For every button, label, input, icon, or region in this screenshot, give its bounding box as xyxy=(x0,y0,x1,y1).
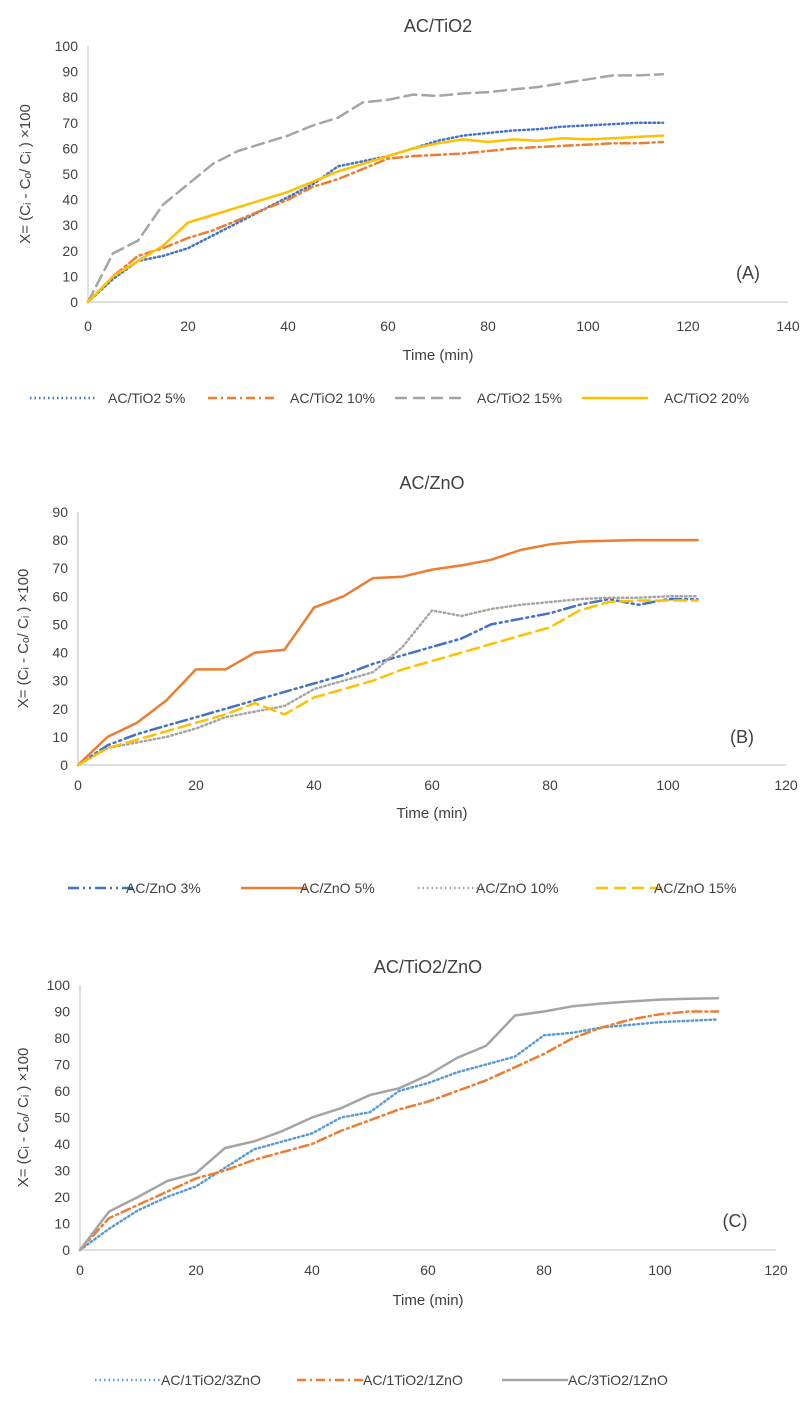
x-axis-label: Time (min) xyxy=(402,347,473,364)
x-tick-label: 100 xyxy=(648,1262,672,1278)
x-tick-label: 40 xyxy=(280,318,296,334)
y-tick-label: 30 xyxy=(62,217,78,233)
legend-label: AC/1TiO2/3ZnO xyxy=(161,1372,261,1388)
legend-label: AC/1TiO2/1ZnO xyxy=(363,1372,463,1388)
series-line-4 xyxy=(76,599,699,767)
y-tick-label: 90 xyxy=(62,64,78,80)
x-tick-label: 140 xyxy=(776,318,800,334)
legend-label: AC/3TiO2/1ZnO xyxy=(568,1372,668,1388)
y-tick-label: 80 xyxy=(54,1030,70,1046)
y-tick-label: 10 xyxy=(54,1216,70,1232)
y-tick-label: 70 xyxy=(62,115,78,131)
series-line-3 xyxy=(76,595,699,767)
series-line-1 xyxy=(76,597,699,767)
series-line-1 xyxy=(78,1018,720,1252)
chart-a-svg: AC/TiO2 0 10 20 30 40 50 60 70 80 90 100 0 20 40 60 80 10… xyxy=(17,16,800,406)
y-tick-label: 10 xyxy=(62,268,78,284)
legend-label: AC/TiO2 10% xyxy=(290,390,375,406)
x-tick-label: 120 xyxy=(764,1262,788,1278)
y-tick-label: 30 xyxy=(52,673,68,689)
x-tick-label: 0 xyxy=(76,1262,84,1278)
x-tick-label: 20 xyxy=(180,318,196,334)
x-tick-label: 120 xyxy=(774,777,798,793)
y-tick-label: 60 xyxy=(54,1083,70,1099)
x-tick-label: 0 xyxy=(84,318,92,334)
y-tick-label: 0 xyxy=(60,757,68,773)
chart-title: AC/ZnO xyxy=(399,473,464,493)
chart-title: AC/TiO2/ZnO xyxy=(374,957,482,977)
y-tick-label: 40 xyxy=(54,1136,70,1152)
series-line-3 xyxy=(86,72,665,304)
x-tick-label: 80 xyxy=(542,777,558,793)
y-tick-label: 50 xyxy=(62,166,78,182)
x-tick-label: 80 xyxy=(480,318,496,334)
x-tick-label: 120 xyxy=(676,318,700,334)
y-tick-label: 90 xyxy=(52,504,68,520)
chart-title: AC/TiO2 xyxy=(404,16,472,36)
chart-panel-c: AC/TiO2/ZnO 0 10 20 30 40 50 60 70 80 90 100 0 20 40 60… xyxy=(0,955,802,1400)
y-tick-label: 40 xyxy=(62,192,78,208)
chart-panel-a: AC/TiO2 0 10 20 30 40 50 60 70 80 90 100 0 20 40 60 80 10… xyxy=(0,0,802,430)
x-tick-label: 40 xyxy=(304,1262,320,1278)
legend-label: AC/ZnO 15% xyxy=(654,880,736,896)
y-tick-label: 80 xyxy=(52,532,68,548)
legend-label: AC/ZnO 5% xyxy=(300,880,375,896)
y-tick-label: 20 xyxy=(62,243,78,259)
x-axis-label: Time (min) xyxy=(392,1292,463,1309)
y-axis-label: X= (Cᵢ - Cₒ/ Cᵢ ) ×100 xyxy=(15,569,32,709)
legend-label: AC/ZnO 10% xyxy=(476,880,558,896)
panel-label: (C) xyxy=(723,1211,748,1231)
series-line-2 xyxy=(76,538,699,767)
series-line-3 xyxy=(78,997,720,1252)
legend-label: AC/TiO2 15% xyxy=(477,390,562,406)
x-tick-label: 100 xyxy=(656,777,680,793)
y-axis-label: X= (Cᵢ - Cₒ/ Cᵢ ) ×100 xyxy=(15,1048,32,1188)
y-tick-label: 90 xyxy=(54,1004,70,1020)
y-tick-label: 100 xyxy=(55,38,79,54)
y-tick-label: 40 xyxy=(52,645,68,661)
y-tick-label: 20 xyxy=(52,701,68,717)
y-tick-label: 60 xyxy=(62,140,78,156)
panel-label: (B) xyxy=(730,727,754,747)
y-tick-label: 100 xyxy=(47,977,71,993)
panel-label: (A) xyxy=(736,263,760,283)
y-tick-label: 30 xyxy=(54,1163,70,1179)
x-tick-label: 20 xyxy=(188,1262,204,1278)
chart-panel-b: AC/ZnO 0 10 20 30 40 50 60 70 80 90 0 20 40 60 80 100 120… xyxy=(0,460,802,905)
y-axis-label: X= (Cᵢ - Cₒ/ Cᵢ ) ×100 xyxy=(17,104,34,244)
x-tick-label: 80 xyxy=(536,1262,552,1278)
series-line-2 xyxy=(78,1010,720,1252)
legend-label: AC/TiO2 20% xyxy=(664,390,749,406)
x-tick-label: 60 xyxy=(380,318,396,334)
y-tick-label: 10 xyxy=(52,729,68,745)
series-line-2 xyxy=(86,140,665,304)
legend-label: AC/ZnO 3% xyxy=(126,880,201,896)
chart-c-svg: AC/TiO2/ZnO 0 10 20 30 40 50 60 70 80 90 100 0 20 40 60… xyxy=(15,957,788,1388)
x-tick-label: 40 xyxy=(306,777,322,793)
y-tick-label: 0 xyxy=(62,1242,70,1258)
y-tick-label: 20 xyxy=(54,1189,70,1205)
y-tick-label: 60 xyxy=(52,588,68,604)
legend-label: AC/TiO2 5% xyxy=(108,390,185,406)
series-line-1 xyxy=(86,121,665,304)
y-tick-label: 70 xyxy=(52,560,68,576)
y-tick-label: 50 xyxy=(52,616,68,632)
x-tick-label: 60 xyxy=(420,1262,436,1278)
chart-b-svg: AC/ZnO 0 10 20 30 40 50 60 70 80 90 0 20 40 60 80 100 120… xyxy=(15,473,798,896)
y-tick-label: 80 xyxy=(62,89,78,105)
series-line-4 xyxy=(86,134,665,304)
y-tick-label: 0 xyxy=(70,294,78,310)
x-tick-label: 0 xyxy=(74,777,82,793)
x-tick-label: 20 xyxy=(188,777,204,793)
x-tick-label: 100 xyxy=(576,318,600,334)
x-tick-label: 60 xyxy=(424,777,440,793)
x-axis-label: Time (min) xyxy=(396,805,467,822)
y-tick-label: 70 xyxy=(54,1057,70,1073)
y-tick-label: 50 xyxy=(54,1110,70,1126)
